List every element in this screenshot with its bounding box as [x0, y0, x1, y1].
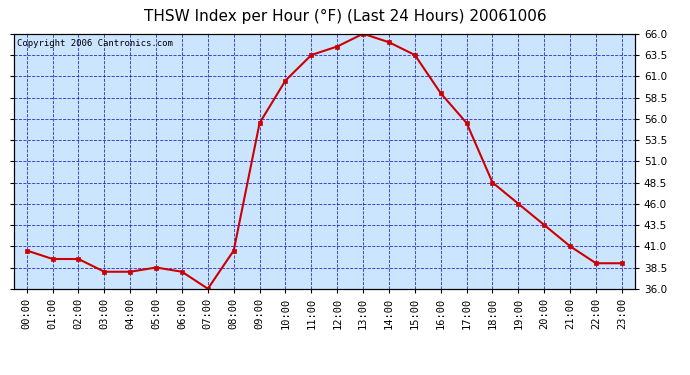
Text: Copyright 2006 Cantronics.com: Copyright 2006 Cantronics.com — [17, 39, 172, 48]
Text: THSW Index per Hour (°F) (Last 24 Hours) 20061006: THSW Index per Hour (°F) (Last 24 Hours)… — [144, 9, 546, 24]
